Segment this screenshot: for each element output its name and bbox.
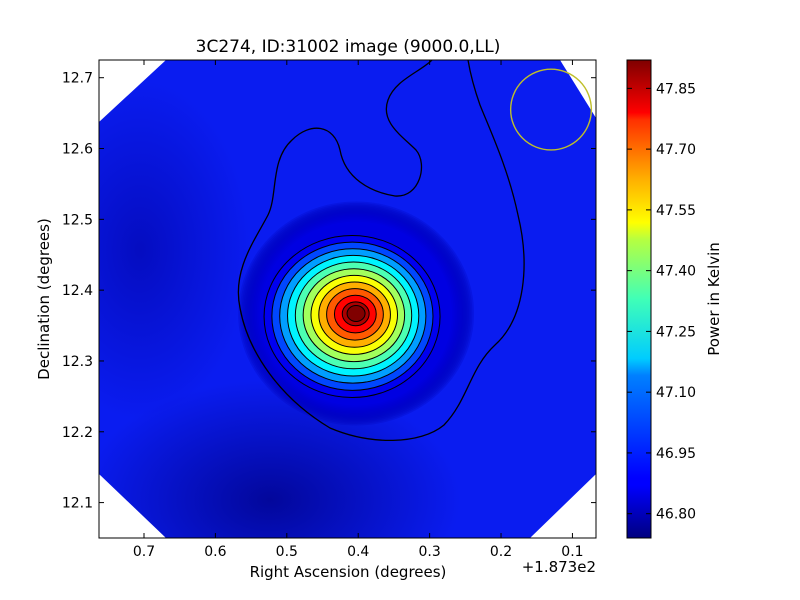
y-axis-label: Declination (degrees)	[35, 218, 53, 380]
low-emission-region	[99, 380, 460, 538]
contour-line	[346, 305, 366, 323]
y-tick-label: 12.4	[62, 283, 93, 299]
colorbar-tick-label: 46.95	[656, 446, 696, 462]
contour-lines	[237, 60, 525, 442]
blank-corner	[99, 60, 166, 122]
colorbar-tick-label: 47.55	[656, 203, 696, 219]
y-axis-ticks: 12.1 12.2 12.3 12.4 12.5 12.6 12.7	[62, 71, 596, 512]
colorbar-tick-label: 46.80	[656, 507, 696, 523]
x-tick-label: 0.7	[133, 544, 155, 560]
colorbar-tick-label: 47.10	[656, 385, 696, 401]
y-tick-label: 12.1	[62, 496, 93, 512]
colorbar-tick-label: 47.25	[656, 324, 696, 340]
colorbar-ticks: 46.80 46.95 47.10 47.25 47.40 47.55 47.70 47.85	[627, 81, 696, 523]
x-tick-label: 0.3	[418, 544, 440, 560]
contour-line	[310, 274, 399, 355]
contour-line	[326, 288, 384, 341]
colorbar: 46.80 46.95 47.10 47.25 47.40 47.55 47.70 47.85…	[626, 59, 723, 539]
contour-line	[333, 294, 377, 334]
blank-corner	[530, 474, 596, 538]
x-tick-label: 0.2	[490, 544, 512, 560]
colorbar-scale	[626, 59, 652, 539]
colorbar-tick-label: 47.85	[656, 81, 696, 97]
beam-circle	[509, 68, 593, 151]
x-axis-label: Right Ascension (degrees)	[250, 563, 447, 581]
contour-line	[287, 254, 420, 377]
contour-line	[302, 268, 406, 363]
blank-corner	[99, 474, 166, 538]
contour-line	[318, 281, 391, 348]
contour-line	[263, 235, 441, 399]
blank-corner	[560, 60, 596, 118]
y-tick-label: 12.2	[62, 425, 93, 441]
x-axis-offset: +1.873e2	[522, 558, 596, 576]
x-tick-label: 0.1	[561, 544, 583, 560]
colorbar-tick-label: 47.70	[656, 142, 696, 158]
contour-line	[279, 248, 427, 384]
contour-line-outer	[237, 60, 525, 442]
contour-line	[294, 261, 413, 370]
x-axis-ticks: 0.7 0.6 0.5 0.4 0.3 0.2 0.1	[133, 60, 584, 560]
plot-area	[99, 60, 596, 538]
contour-line	[271, 241, 434, 391]
x-tick-label: 0.4	[347, 544, 369, 560]
chart-title: 3C274, ID:31002 image (9000.0,LL)	[196, 37, 501, 57]
emission-peak	[347, 305, 366, 322]
colorbar-label: Power in Kelvin	[705, 242, 723, 356]
y-tick-label: 12.7	[62, 71, 93, 87]
x-tick-label: 0.6	[204, 544, 226, 560]
y-tick-label: 12.3	[62, 354, 93, 370]
x-tick-label: 0.5	[276, 544, 298, 560]
plot-frame	[98, 59, 597, 539]
low-emission-region	[99, 80, 250, 420]
contour-line	[341, 301, 370, 327]
colorbar-tick-label: 47.40	[656, 264, 696, 280]
blank-corners	[99, 60, 596, 538]
y-tick-label: 12.5	[62, 212, 93, 228]
y-tick-label: 12.6	[62, 142, 93, 158]
